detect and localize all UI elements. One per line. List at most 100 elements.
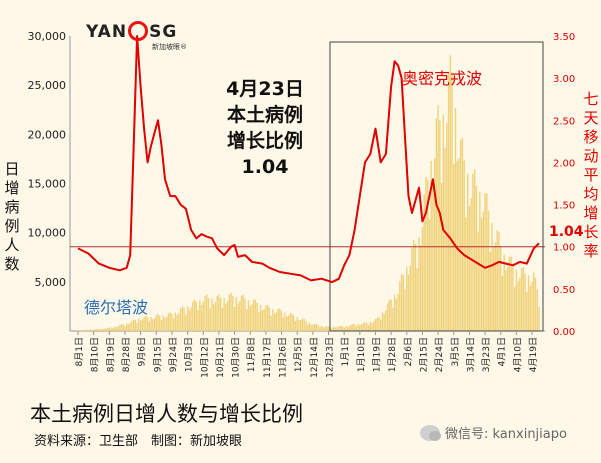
bar	[524, 273, 526, 331]
bar	[515, 269, 518, 331]
headline-value: 1.04	[241, 156, 289, 178]
x-tick-label: 8月28日	[121, 337, 132, 372]
x-tick-label: 3月5日	[450, 337, 461, 366]
x-tick-label: 12月14日	[309, 337, 320, 378]
bar	[322, 326, 324, 331]
bar	[204, 295, 206, 331]
omicron-wave-label: 奥密克戎波	[402, 69, 483, 88]
bar	[432, 182, 434, 331]
bar	[192, 301, 194, 331]
bar	[115, 327, 117, 331]
bar	[258, 312, 260, 331]
logo-text-right: SG	[149, 22, 178, 42]
bar	[493, 246, 495, 331]
bar	[423, 194, 425, 331]
x-tick-label: 11月26日	[278, 337, 289, 378]
chart-title: 本土病例日增人数与增长比例	[30, 402, 303, 426]
bar	[265, 305, 267, 331]
bar	[225, 303, 227, 331]
bar	[312, 324, 314, 331]
bar	[171, 313, 173, 331]
bar	[376, 317, 378, 331]
bar	[294, 320, 297, 331]
bar	[317, 324, 319, 331]
bar	[343, 327, 345, 331]
bar	[162, 315, 164, 331]
right-axis-char: 长	[583, 223, 599, 241]
bar	[145, 315, 147, 331]
source-note: 资料来源：卫生部 制图：新加坡眼	[34, 434, 243, 449]
bar	[451, 72, 453, 331]
bar	[350, 324, 352, 331]
bar	[155, 315, 157, 331]
bar	[223, 297, 225, 331]
bar	[206, 294, 208, 331]
bar	[237, 303, 239, 331]
bar	[390, 299, 392, 331]
bar	[473, 169, 476, 331]
bar	[430, 160, 432, 331]
x-tick-label: 1月28日	[387, 337, 398, 372]
right-tick-label: 3.00	[553, 74, 575, 85]
bar	[404, 289, 406, 331]
bar	[319, 327, 321, 331]
logo-ring-icon	[128, 20, 149, 41]
bar	[392, 307, 394, 331]
bar	[113, 326, 116, 331]
bar	[235, 297, 238, 331]
bar	[503, 254, 505, 331]
bar	[138, 318, 140, 331]
bar	[411, 247, 413, 331]
bar	[89, 329, 91, 331]
bar	[426, 179, 429, 331]
bar	[232, 296, 234, 331]
bar	[105, 328, 107, 331]
bar	[291, 313, 293, 331]
bar	[367, 325, 370, 331]
bar	[131, 320, 133, 331]
x-tick-label: 1月1日	[340, 337, 351, 366]
x-tick-label: 12月23日	[325, 337, 336, 378]
x-tick-label: 2月24日	[434, 337, 445, 372]
bar	[306, 324, 309, 331]
x-tick-label: 4月10日	[512, 337, 523, 372]
bar	[286, 316, 288, 331]
bar	[226, 300, 229, 331]
bar	[416, 268, 418, 331]
bar	[251, 304, 253, 331]
bar	[143, 316, 145, 331]
bar	[106, 327, 109, 331]
bar	[167, 313, 170, 331]
right-tick-label: 0.00	[553, 327, 575, 338]
bar	[303, 319, 305, 331]
bar	[136, 322, 138, 331]
right-tick-label: 1.00	[553, 243, 575, 254]
bar	[277, 308, 279, 331]
bar	[418, 237, 420, 331]
bar	[489, 251, 491, 331]
bar	[153, 317, 156, 331]
right-axis-char: 增	[583, 204, 599, 222]
bar	[517, 281, 519, 331]
bar	[212, 304, 215, 331]
bar	[99, 329, 102, 331]
bar	[240, 295, 243, 331]
bar	[341, 326, 344, 331]
bar	[280, 310, 283, 331]
bar	[160, 320, 163, 331]
bar	[520, 268, 523, 331]
bar	[381, 312, 384, 331]
bar	[96, 328, 98, 331]
bar	[197, 310, 199, 331]
x-tick-label: 10月30日	[231, 337, 242, 378]
bar	[287, 315, 290, 331]
bar	[334, 327, 337, 331]
bar	[172, 318, 175, 331]
bar	[338, 326, 340, 331]
bar	[92, 329, 95, 331]
bar	[494, 242, 497, 331]
bar	[239, 301, 241, 331]
bar	[529, 285, 531, 331]
bar	[353, 324, 356, 331]
bar	[202, 301, 204, 331]
